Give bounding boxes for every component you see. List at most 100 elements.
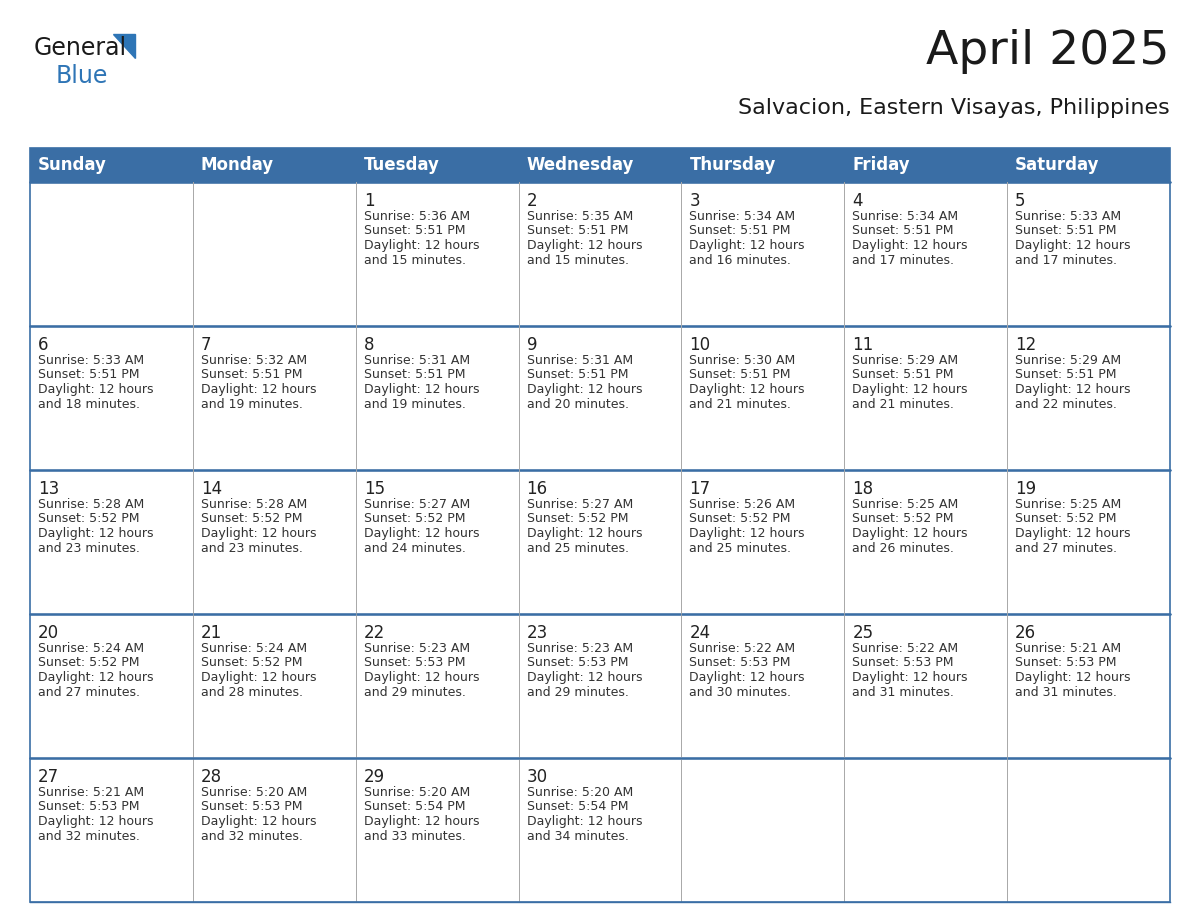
Text: Sunset: 5:51 PM: Sunset: 5:51 PM [1015,368,1117,382]
Text: Daylight: 12 hours: Daylight: 12 hours [852,671,968,684]
Text: 1: 1 [364,192,374,210]
Text: 5: 5 [1015,192,1025,210]
Text: Thursday: Thursday [689,156,776,174]
Text: 20: 20 [38,624,59,642]
Text: Daylight: 12 hours: Daylight: 12 hours [852,239,968,252]
Bar [682,614,845,758]
Text: Daylight: 12 hours: Daylight: 12 hours [364,527,479,540]
Bar [845,470,1007,614]
Text: Daylight: 12 hours: Daylight: 12 hours [364,671,479,684]
Text: Sunset: 5:52 PM: Sunset: 5:52 PM [201,512,303,525]
Text: Sunrise: 5:32 AM: Sunrise: 5:32 AM [201,354,307,367]
Text: Sunrise: 5:34 AM: Sunrise: 5:34 AM [689,210,796,223]
Text: Sunset: 5:51 PM: Sunset: 5:51 PM [201,368,303,382]
Bar [845,758,1007,902]
Bar [1007,182,1170,326]
Text: Sunrise: 5:21 AM: Sunrise: 5:21 AM [1015,642,1121,655]
Text: Salvacion, Eastern Visayas, Philippines: Salvacion, Eastern Visayas, Philippines [738,98,1170,118]
Text: Sunrise: 5:25 AM: Sunrise: 5:25 AM [852,498,959,511]
Text: Sunrise: 5:33 AM: Sunrise: 5:33 AM [1015,210,1121,223]
Text: Sunrise: 5:33 AM: Sunrise: 5:33 AM [38,354,144,367]
Text: Sunset: 5:51 PM: Sunset: 5:51 PM [852,225,954,238]
Bar [355,326,519,470]
Text: 25: 25 [852,624,873,642]
Text: and 21 minutes.: and 21 minutes. [852,397,954,410]
Text: Blue: Blue [56,64,108,88]
Text: Daylight: 12 hours: Daylight: 12 hours [689,383,805,396]
Bar [1007,470,1170,614]
Text: Sunset: 5:53 PM: Sunset: 5:53 PM [201,800,303,813]
Text: 15: 15 [364,480,385,498]
Text: 12: 12 [1015,336,1036,354]
Text: and 31 minutes.: and 31 minutes. [852,686,954,699]
Bar [1007,614,1170,758]
Bar [355,470,519,614]
Text: 18: 18 [852,480,873,498]
Text: Daylight: 12 hours: Daylight: 12 hours [852,383,968,396]
Bar [30,326,192,470]
Bar [355,614,519,758]
Text: Daylight: 12 hours: Daylight: 12 hours [201,383,316,396]
Text: Sunrise: 5:20 AM: Sunrise: 5:20 AM [201,786,308,799]
Text: 19: 19 [1015,480,1036,498]
Text: and 16 minutes.: and 16 minutes. [689,253,791,266]
Text: 26: 26 [1015,624,1036,642]
Bar [519,470,682,614]
Text: Daylight: 12 hours: Daylight: 12 hours [1015,671,1131,684]
Text: Sunset: 5:53 PM: Sunset: 5:53 PM [1015,656,1117,669]
Bar [519,326,682,470]
Text: and 25 minutes.: and 25 minutes. [526,542,628,554]
Text: Sunrise: 5:27 AM: Sunrise: 5:27 AM [364,498,470,511]
Text: Sunset: 5:51 PM: Sunset: 5:51 PM [689,225,791,238]
Text: Sunrise: 5:24 AM: Sunrise: 5:24 AM [38,642,144,655]
Text: and 29 minutes.: and 29 minutes. [364,686,466,699]
Text: 23: 23 [526,624,548,642]
Text: Daylight: 12 hours: Daylight: 12 hours [526,383,642,396]
Bar [519,758,682,902]
Text: General: General [34,36,127,60]
Text: and 23 minutes.: and 23 minutes. [38,542,140,554]
Text: Sunrise: 5:24 AM: Sunrise: 5:24 AM [201,642,307,655]
Text: Sunrise: 5:30 AM: Sunrise: 5:30 AM [689,354,796,367]
Text: 14: 14 [201,480,222,498]
Polygon shape [113,34,135,58]
Text: Sunrise: 5:29 AM: Sunrise: 5:29 AM [1015,354,1121,367]
Text: and 27 minutes.: and 27 minutes. [38,686,140,699]
Text: April 2025: April 2025 [927,29,1170,74]
Bar [192,470,355,614]
Text: Sunrise: 5:26 AM: Sunrise: 5:26 AM [689,498,796,511]
Text: Sunset: 5:52 PM: Sunset: 5:52 PM [201,656,303,669]
Text: Friday: Friday [852,156,910,174]
Text: Sunrise: 5:31 AM: Sunrise: 5:31 AM [526,354,633,367]
Text: Daylight: 12 hours: Daylight: 12 hours [201,527,316,540]
Bar [682,182,845,326]
Text: and 32 minutes.: and 32 minutes. [201,830,303,843]
Text: 17: 17 [689,480,710,498]
Text: and 33 minutes.: and 33 minutes. [364,830,466,843]
Text: Sunset: 5:51 PM: Sunset: 5:51 PM [364,225,466,238]
Text: Daylight: 12 hours: Daylight: 12 hours [852,527,968,540]
Text: Sunset: 5:51 PM: Sunset: 5:51 PM [526,368,628,382]
Text: Daylight: 12 hours: Daylight: 12 hours [526,671,642,684]
Bar [192,326,355,470]
Text: and 15 minutes.: and 15 minutes. [364,253,466,266]
Text: Sunrise: 5:29 AM: Sunrise: 5:29 AM [852,354,959,367]
Text: 8: 8 [364,336,374,354]
Text: Sunrise: 5:31 AM: Sunrise: 5:31 AM [364,354,469,367]
Text: 22: 22 [364,624,385,642]
Text: and 32 minutes.: and 32 minutes. [38,830,140,843]
Text: and 17 minutes.: and 17 minutes. [852,253,954,266]
Text: Sunrise: 5:34 AM: Sunrise: 5:34 AM [852,210,959,223]
Text: 30: 30 [526,768,548,786]
Bar [845,326,1007,470]
Text: Sunrise: 5:28 AM: Sunrise: 5:28 AM [38,498,144,511]
Text: Sunrise: 5:28 AM: Sunrise: 5:28 AM [201,498,308,511]
Bar [845,182,1007,326]
Text: and 29 minutes.: and 29 minutes. [526,686,628,699]
Text: Sunset: 5:51 PM: Sunset: 5:51 PM [38,368,139,382]
Bar [682,326,845,470]
Text: Daylight: 12 hours: Daylight: 12 hours [526,527,642,540]
Bar [1007,758,1170,902]
Bar [30,148,1170,182]
Text: and 19 minutes.: and 19 minutes. [364,397,466,410]
